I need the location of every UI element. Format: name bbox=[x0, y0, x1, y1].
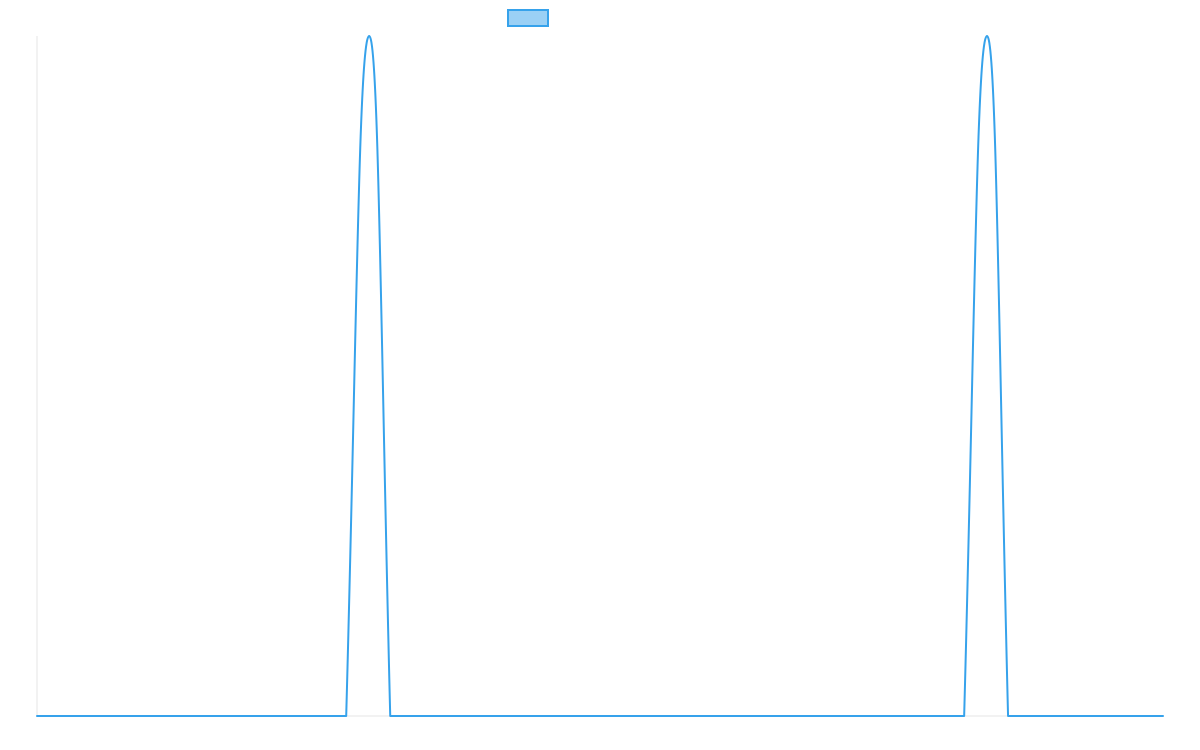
legend-item[interactable] bbox=[507, 9, 549, 27]
legend bbox=[507, 9, 549, 27]
series-line bbox=[36, 35, 1164, 717]
legend-swatch bbox=[507, 9, 549, 27]
series-layer bbox=[36, 35, 1164, 717]
